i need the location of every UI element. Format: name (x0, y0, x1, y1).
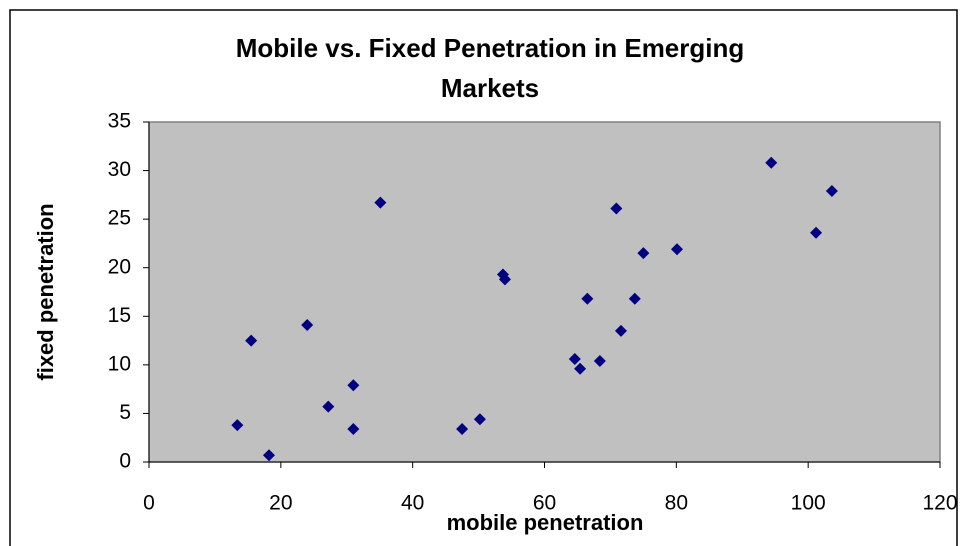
y-tick-label: 20 (108, 255, 131, 278)
point (765, 156, 778, 169)
point (825, 184, 838, 197)
point (810, 226, 823, 239)
point (245, 334, 258, 347)
point (574, 362, 587, 375)
x-tick-label: 80 (665, 492, 688, 515)
point (610, 202, 623, 215)
point (456, 422, 469, 435)
point (347, 422, 360, 435)
y-tick-label: 5 (119, 401, 131, 424)
point (231, 419, 244, 432)
x-tick-label: 40 (401, 492, 424, 515)
y-tick-label: 0 (119, 450, 131, 473)
x-tick-label: 120 (922, 492, 957, 515)
point (628, 292, 641, 305)
point (322, 400, 335, 413)
point (301, 319, 314, 332)
y-axis-title: fixed penetration (33, 203, 58, 380)
x-tick-label: 60 (533, 492, 556, 515)
point (374, 196, 387, 209)
y-tick-label: 25 (108, 207, 131, 230)
chart-frame (9, 9, 958, 546)
point (347, 379, 360, 392)
point (498, 273, 511, 286)
point (262, 449, 275, 462)
x-tick-label: 20 (269, 492, 292, 515)
plot-area (148, 121, 941, 463)
point (614, 324, 627, 337)
x-axis-title: mobile penetration (447, 510, 644, 535)
y-tick-label: 10 (108, 352, 131, 375)
chart-title: Mobile vs. Fixed Penetration in Emerging… (236, 33, 745, 103)
point (581, 292, 594, 305)
x-tick-label: 100 (791, 492, 826, 515)
x-tick-label: 0 (143, 492, 155, 515)
y-tick-label: 35 (108, 110, 131, 133)
y-tick-label: 15 (108, 304, 131, 327)
point (593, 354, 606, 367)
y-tick-label: 30 (108, 158, 131, 181)
point (473, 413, 486, 426)
point (670, 243, 683, 256)
point (637, 247, 650, 260)
point (568, 353, 581, 366)
